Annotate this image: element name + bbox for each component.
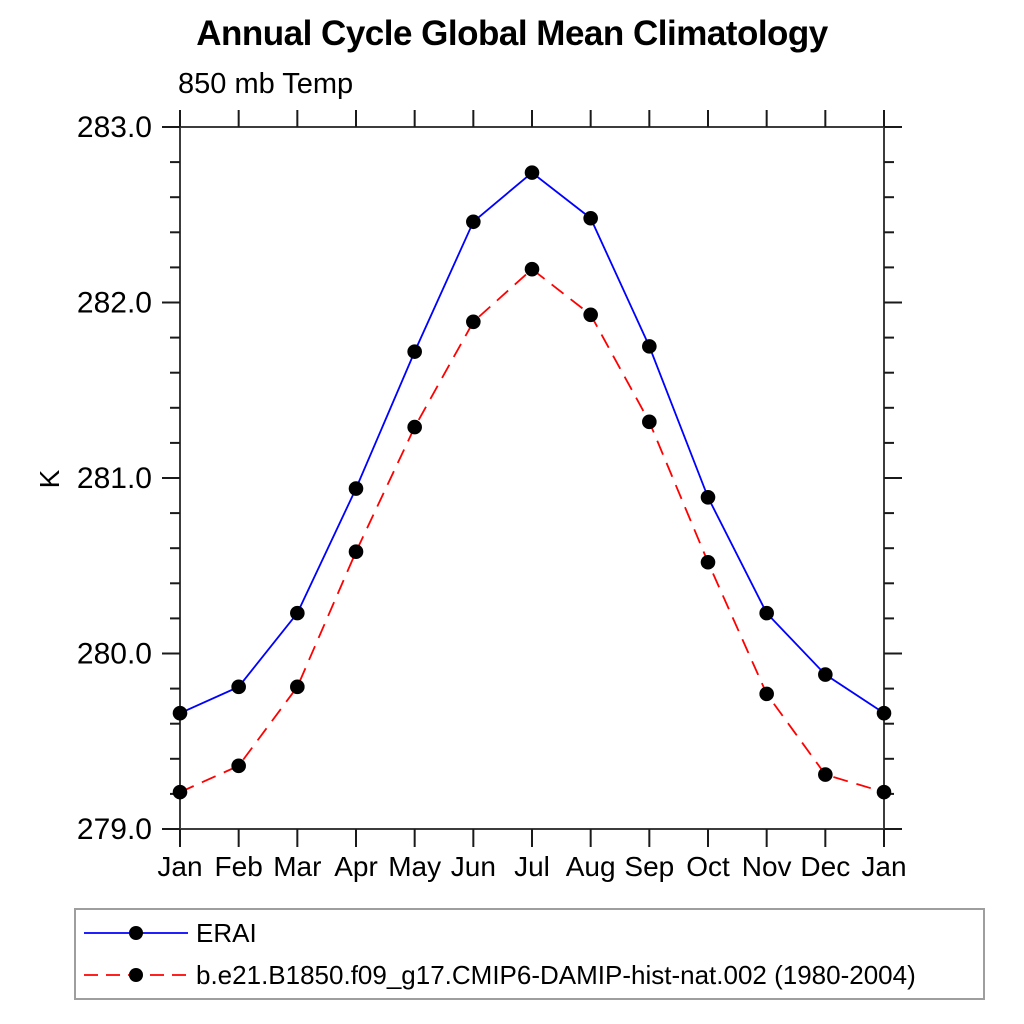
y-tick-label: 283.0	[77, 111, 152, 144]
data-point-marker	[583, 210, 598, 226]
legend-label: b.e21.B1850.f09_g17.CMIP6-DAMIP-hist-nat…	[196, 959, 916, 990]
data-point-marker	[642, 414, 657, 430]
data-point-marker	[466, 314, 481, 330]
data-point-marker	[876, 705, 892, 721]
data-point-marker	[290, 605, 305, 621]
legend-sample-line-solid	[84, 926, 188, 940]
x-tick-label: Apr	[334, 851, 378, 882]
y-tick-label: 279.0	[77, 813, 152, 846]
x-tick-label: Jan	[157, 851, 202, 882]
data-point-marker	[524, 261, 540, 277]
legend-box: ERAI b.e21.B1850.f09_g17.CMIP6-DAMIP-his…	[74, 908, 985, 1000]
x-tick-label: Jan	[861, 851, 906, 882]
series-line-0	[179, 171, 885, 714]
y-axis-tick-labels: 279.0 280.0 281.0 282.0 283.0	[77, 111, 152, 846]
legend-item-erai: ERAI	[76, 914, 983, 952]
legend-sample-line-dashed	[84, 968, 188, 982]
data-point-marker	[700, 490, 716, 505]
data-point-marker	[172, 705, 188, 721]
data-point-marker	[583, 307, 598, 323]
data-point-marker	[818, 667, 833, 682]
y-axis-ticks	[162, 126, 902, 830]
data-point-marker	[818, 767, 833, 782]
y-tick-label: 281.0	[77, 462, 152, 495]
x-tick-label: Jul	[514, 851, 550, 882]
series-markers-1	[172, 261, 892, 800]
plot-frame	[179, 126, 885, 830]
data-point-marker	[876, 784, 892, 800]
data-point-marker	[524, 165, 540, 180]
data-point-marker	[290, 679, 305, 695]
data-point-marker	[231, 758, 246, 774]
x-tick-label: Mar	[273, 851, 321, 882]
data-point-marker	[700, 554, 716, 570]
x-tick-label: Jun	[451, 851, 496, 882]
legend-item-model: b.e21.B1850.f09_g17.CMIP6-DAMIP-hist-nat…	[76, 956, 983, 994]
x-tick-label: May	[388, 851, 441, 882]
y-tick-label: 280.0	[77, 638, 152, 671]
data-point-marker	[642, 339, 657, 354]
chart-subtitle: 850 mb Temp	[178, 68, 354, 100]
x-tick-label: Aug	[566, 851, 616, 882]
data-point-marker	[172, 784, 188, 800]
series-markers-0	[172, 165, 892, 721]
data-point-marker	[348, 481, 364, 496]
data-point-marker	[407, 419, 422, 435]
data-point-marker	[348, 544, 364, 560]
legend-label: ERAI	[196, 917, 257, 948]
x-tick-label: Dec	[800, 851, 850, 882]
x-tick-label: Feb	[215, 851, 263, 882]
x-tick-label: Nov	[742, 851, 792, 882]
chart-title: Annual Cycle Global Mean Climatology	[196, 14, 828, 53]
data-point-marker	[759, 605, 774, 621]
data-point-marker	[231, 679, 246, 695]
data-point-marker	[466, 214, 481, 230]
x-axis-ticks	[179, 110, 885, 847]
data-point-marker	[759, 686, 774, 702]
x-axis-labels: Jan Feb Mar Apr May Jun Jul Aug Sep Oct Nov Dec Jan	[157, 851, 906, 882]
y-tick-label: 282.0	[77, 287, 152, 320]
x-tick-label: Oct	[686, 851, 730, 882]
data-point-marker	[407, 344, 422, 359]
x-tick-label: Sep	[624, 851, 674, 882]
series-line-1	[179, 267, 885, 794]
